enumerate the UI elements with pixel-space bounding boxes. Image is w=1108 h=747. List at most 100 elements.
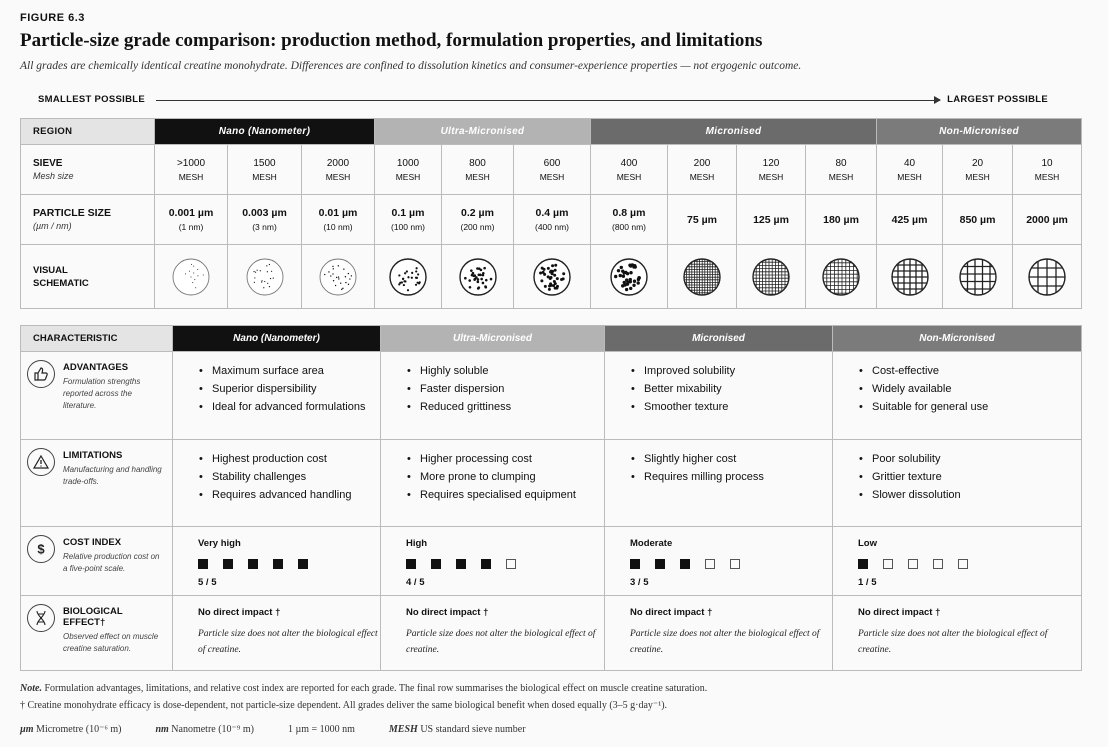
filled-square [456, 559, 466, 569]
sieve-value: 120 [762, 157, 780, 169]
mesh-label: MESH [1034, 171, 1060, 182]
sieve-cell: 2000 MESH [301, 144, 375, 195]
bullet-item: Superior dispersibility [199, 380, 380, 398]
cost-level: Moderate [630, 538, 673, 549]
schematic-cell [876, 244, 944, 309]
bio-effect-text: Particle size does not alter the biologi… [406, 629, 596, 655]
advantages-row: ADVANTAGES Formulation strengths reported… [20, 351, 1082, 440]
sieve-cell: 1500 MESH [227, 144, 302, 195]
particle-size-cell: 0.001 µm (1 nm) [154, 194, 228, 245]
bullet-item: Widely available [859, 380, 1081, 398]
bullet-item: Ideal for advanced formulations [199, 398, 380, 416]
mesh-label: MESH [178, 171, 204, 182]
bio-effect-head: No direct impact † [630, 607, 713, 618]
schematic-cell [154, 244, 228, 309]
bullet-item: Grittier texture [859, 468, 1081, 486]
filled-square [198, 559, 208, 569]
cost-score: 4 / 5 [406, 577, 425, 588]
bullet-item: Highly soluble [407, 362, 604, 380]
bullet-item: Requires milling process [631, 468, 832, 486]
bullet-list: Maximum surface areaSuperior dispersibil… [173, 352, 380, 416]
particle-size-cell: 180 µm [804, 194, 878, 245]
particle-size-cell: 425 µm [876, 194, 944, 245]
bullet-item: Requires advanced handling [199, 486, 380, 504]
legend-item: µm Micrometre (10⁻⁶ m) [20, 724, 121, 735]
particle-size-um: 125 µm [753, 213, 789, 226]
bullet-item: Smoother texture [631, 398, 832, 416]
thumbs-up-icon [27, 360, 55, 388]
cost-score: 3 / 5 [630, 577, 649, 588]
bullet-item: Slower dissolution [859, 486, 1081, 504]
legend-item: MESH US standard sieve number [389, 724, 526, 735]
sieve-cell: 40 MESH [876, 144, 944, 195]
cost-cell: High 4 / 5 [380, 526, 605, 596]
characteristic-table: CHARACTERISTIC Nano (Nanometer) Ultra-Mi… [20, 325, 1082, 671]
limitation-cell: Highest production costStability challen… [172, 439, 381, 527]
cost-index-row: $ COST INDEX Relative production cost on … [20, 526, 1082, 596]
region-label: REGION [20, 118, 155, 145]
sieve-cell: 10 MESH [1012, 144, 1083, 195]
cost-level: Low [858, 538, 877, 549]
bio-effect-text: Particle size does not alter the biologi… [198, 629, 378, 655]
legend-value: 1 µm = 1000 nm [287, 724, 355, 735]
particle-size-cell: 850 µm [942, 194, 1014, 245]
particle-schematic [683, 257, 721, 296]
particle-size-cell: 0.4 µm (400 nm) [513, 194, 591, 245]
bullet-item: Highest production cost [199, 450, 380, 468]
particle-size-um: 0.4 µm [535, 207, 569, 219]
sieve-cell: 20 MESH [942, 144, 1014, 195]
mesh-label: MESH [897, 171, 922, 182]
mesh-label: MESH [539, 171, 565, 182]
particle-schematic [172, 258, 210, 295]
biological-effect-cell: No direct impact † Particle size does not… [172, 595, 381, 671]
bio-effect-head: No direct impact † [198, 607, 281, 618]
mesh-label: MESH [616, 171, 642, 182]
cost-cell: Moderate 3 / 5 [604, 526, 833, 596]
filled-square [655, 559, 665, 569]
bullet-item: Reduced grittiness [407, 398, 604, 416]
region-header: Micronised [589, 118, 878, 145]
sieve-value: 400 [620, 157, 638, 169]
legend-key: nm [155, 724, 169, 735]
filled-square [223, 559, 233, 569]
biological-effect-row: BIOLOGICAL EFFECT† Observed effect on mus… [20, 595, 1082, 671]
particle-size-um: 425 µm [891, 213, 928, 226]
particle-size-um: 2000 µm [1026, 213, 1068, 226]
figure-subtitle: All grades are chemically identical crea… [20, 60, 802, 72]
particle-schematic [458, 257, 497, 296]
filled-square [248, 559, 258, 569]
bullet-item: Cost-effective [859, 362, 1081, 380]
particle-size-cell: 0.8 µm (800 nm) [590, 194, 668, 245]
dna-icon [27, 604, 55, 632]
particle-size-cell: 75 µm [667, 194, 737, 245]
cost-level: High [406, 538, 428, 549]
sieve-value: 1500 [253, 157, 276, 169]
cost-squares [198, 559, 380, 569]
particle-schematic [958, 257, 997, 296]
particle-size-nm: (10 nm) [323, 222, 353, 232]
particle-size-cell: 125 µm [736, 194, 806, 245]
biological-effect-cell: No direct impact † Particle size does not… [832, 595, 1082, 671]
mesh-label: MESH [395, 171, 421, 182]
empty-square [908, 559, 918, 569]
characteristic-label: CHARACTERISTIC [20, 325, 173, 352]
grade-table: REGION Nano (Nanometer) Ultra-Micronised… [20, 118, 1083, 309]
bullet-item: Suitable for general use [859, 398, 1081, 416]
warning-icon [27, 448, 55, 476]
schematic-cell [736, 244, 806, 309]
sieve-cell: 120 MESH [736, 144, 806, 195]
bullet-item: Poor solubility [859, 450, 1081, 468]
schematic-cell [590, 244, 668, 309]
sieve-cell: 600 MESH [513, 144, 591, 195]
sieve-value: >1000 [176, 157, 206, 169]
biological-effect-label: BIOLOGICAL EFFECT† Observed effect on mus… [20, 595, 173, 671]
sieve-cell: 400 MESH [590, 144, 668, 195]
bullet-list: Cost-effectiveWidely availableSuitable f… [833, 352, 1081, 416]
particle-size-nm: (800 nm) [611, 222, 646, 232]
schematic-cell [942, 244, 1014, 309]
advantage-cell: Cost-effectiveWidely availableSuitable f… [832, 351, 1082, 440]
grade-header-row: CHARACTERISTIC Nano (Nanometer) Ultra-Mi… [20, 325, 1082, 352]
legend-value: Micrometre (10⁻⁶ m) [36, 724, 122, 735]
empty-square [933, 559, 943, 569]
mesh-label: MESH [465, 171, 490, 182]
